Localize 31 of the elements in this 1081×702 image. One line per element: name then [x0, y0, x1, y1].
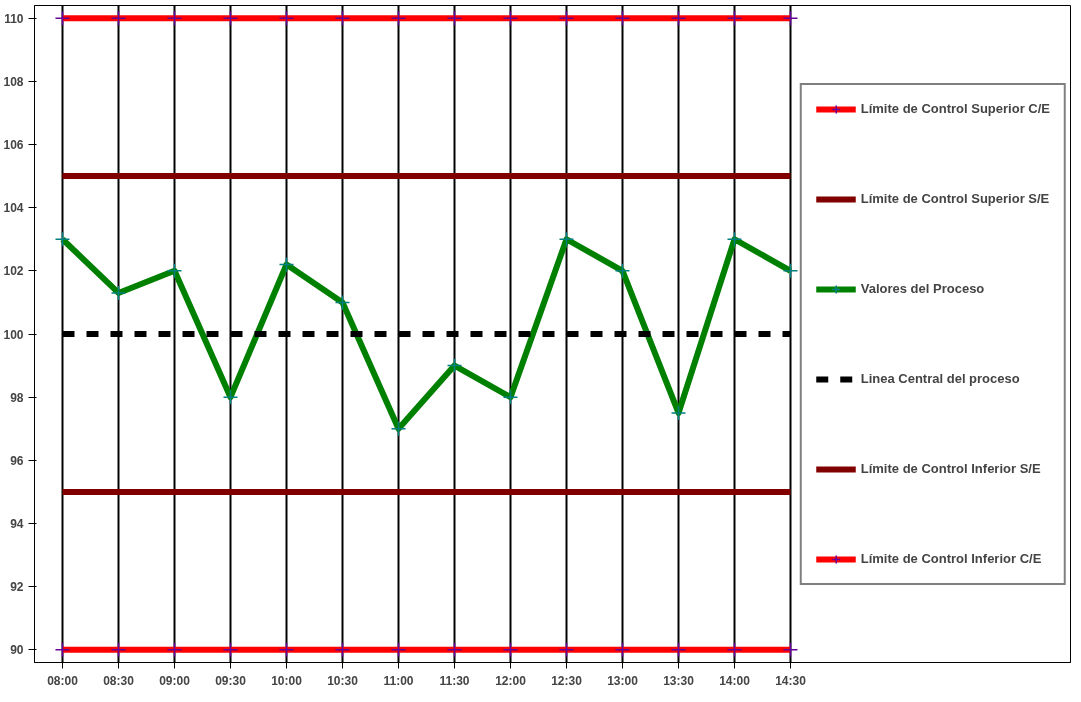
x-tick-label: 10:30	[327, 673, 359, 688]
y-tick-label: 94	[10, 517, 24, 532]
x-tick-label: 08:30	[103, 673, 135, 688]
x-tick-label: 14:30	[775, 673, 807, 688]
y-tick-label: 106	[3, 137, 24, 152]
legend-label: Límite de Control Superior C/E	[860, 101, 1050, 116]
y-tick-label: 92	[10, 580, 24, 595]
x-tick-label: 08:00	[47, 673, 79, 688]
legend-label: Límite de Control Inferior C/E	[860, 551, 1042, 566]
x-tick-label: 12:00	[495, 673, 527, 688]
legend-label: Límite de Control Inferior S/E	[860, 461, 1041, 476]
y-tick-label: 100	[3, 327, 24, 342]
x-tick-label: 10:00	[271, 673, 303, 688]
y-tick-label: 98	[10, 390, 24, 405]
y-tick-label: 90	[10, 643, 24, 658]
y-tick-label: 108	[3, 74, 24, 89]
y-tick-label: 110	[4, 11, 24, 26]
legend-label: Límite de Control Superior S/E	[860, 191, 1050, 206]
legend-label: Linea Central del proceso	[860, 371, 1020, 386]
x-tick-label: 11:00	[383, 673, 414, 688]
y-tick-label: 96	[10, 453, 24, 468]
x-tick-label: 09:30	[215, 673, 247, 688]
x-tick-label: 13:30	[663, 673, 695, 688]
y-tick-label: 102	[3, 264, 24, 279]
x-tick-label: 13:00	[607, 673, 639, 688]
x-tick-label: 09:00	[159, 673, 191, 688]
x-tick-label: 14:00	[719, 673, 751, 688]
x-tick-label: 11:30	[439, 673, 470, 688]
legend-label: Valores del Proceso	[860, 281, 985, 296]
x-tick-label: 12:30	[551, 673, 583, 688]
y-tick-label: 104	[3, 201, 24, 216]
